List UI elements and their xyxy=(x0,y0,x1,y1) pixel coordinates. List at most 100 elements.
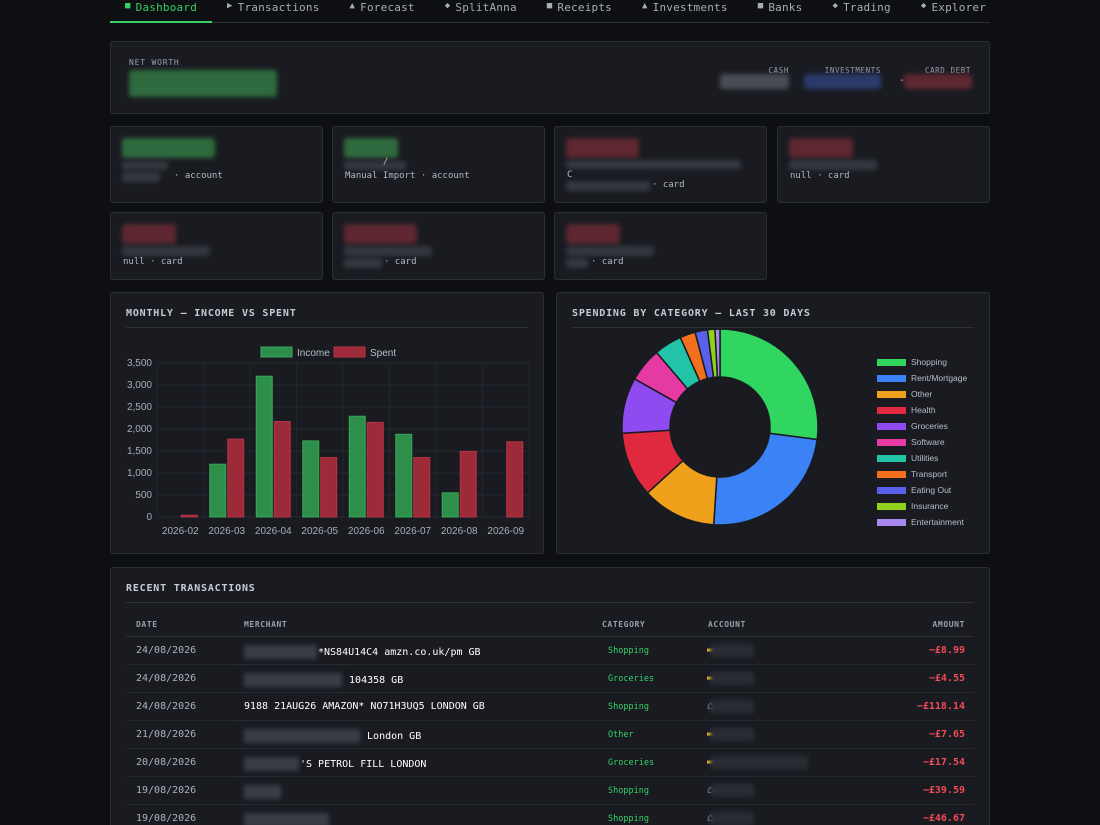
tab-trading[interactable]: ◆ Trading xyxy=(817,0,905,23)
bar-income[interactable] xyxy=(395,433,413,518)
legend-swatch xyxy=(877,502,906,510)
table-row[interactable]: 21/08/2026 London GB Other ▬ −£7.65 xyxy=(126,721,974,749)
tx-account: ⌂ xyxy=(707,811,754,825)
legend-item[interactable]: Entertainment xyxy=(877,514,967,530)
legend-label: Rent/Mortgage xyxy=(911,373,968,383)
bar-income[interactable] xyxy=(441,492,459,518)
bar-income[interactable] xyxy=(302,440,320,518)
slice-rent-mortgage[interactable] xyxy=(712,432,819,526)
bar-spent[interactable] xyxy=(366,421,384,518)
diamond-icon: ◆ xyxy=(832,1,839,11)
bar-spent[interactable] xyxy=(459,450,477,518)
investments-label: INVESTMENTS xyxy=(824,66,881,75)
col-account[interactable]: ACCOUNT xyxy=(708,620,746,629)
tx-merchant: 'S PETROL FILL LONDON xyxy=(244,757,426,771)
tx-category: Shopping xyxy=(608,646,649,656)
slice-shopping[interactable] xyxy=(719,328,819,441)
legend-label[interactable]: Income xyxy=(297,348,330,359)
bar-spent[interactable] xyxy=(180,514,198,518)
tab-banks[interactable]: ■ Banks xyxy=(743,0,818,23)
legend-item[interactable]: Rent/Mortgage xyxy=(877,370,967,386)
account-balance-redacted xyxy=(566,138,639,158)
col-date[interactable]: DATE xyxy=(136,620,158,629)
legend-item[interactable]: Utilities xyxy=(877,450,967,466)
col-merchant[interactable]: MERCHANT xyxy=(244,620,288,629)
x-tick-label: 2026-06 xyxy=(348,526,385,537)
account-card[interactable]: / Manual Import · account xyxy=(332,126,545,203)
bar-spent[interactable] xyxy=(506,441,524,518)
legend-item[interactable]: Eating Out xyxy=(877,482,967,498)
account-card[interactable]: null · card xyxy=(110,212,323,280)
tx-date: 21/08/2026 xyxy=(136,729,197,740)
tab-label: Trading xyxy=(843,1,891,14)
x-tick-label: 2026-07 xyxy=(394,526,431,537)
legend-item[interactable]: Health xyxy=(877,402,967,418)
table-row[interactable]: 24/08/2026 9188 21AUG26 AMAZON* NO71H3UQ… xyxy=(126,693,974,721)
tx-merchant xyxy=(244,813,330,825)
legend-item[interactable]: Transport xyxy=(877,466,967,482)
merchant-redacted xyxy=(244,645,317,659)
legend-item[interactable]: Groceries xyxy=(877,418,967,434)
legend-label: Software xyxy=(911,437,945,447)
account-type: null · card xyxy=(123,257,183,267)
bar-income[interactable] xyxy=(348,415,366,518)
tab-forecast[interactable]: ▲ Forecast xyxy=(335,0,430,23)
legend-swatch xyxy=(877,454,906,462)
legend-swatch xyxy=(877,486,906,494)
account-card[interactable]: null · card xyxy=(777,126,990,203)
tx-date: 19/08/2026 xyxy=(136,813,197,824)
tx-amount: −£46.67 xyxy=(922,813,965,824)
account-card[interactable]: C · card xyxy=(554,126,767,203)
legend-label: Eating Out xyxy=(911,485,952,495)
legend-item[interactable]: Insurance xyxy=(877,498,967,514)
x-tick-label: 2026-03 xyxy=(208,526,245,537)
legend-item[interactable]: Other xyxy=(877,386,967,402)
account-name-redacted xyxy=(344,246,432,256)
bar-spent[interactable] xyxy=(227,438,245,518)
bar-income[interactable] xyxy=(209,463,227,518)
table-row[interactable]: 24/08/2026 *NS84U14C4 amzn.co.uk/pm GB S… xyxy=(126,637,974,665)
y-tick-label: 1,000 xyxy=(127,468,152,479)
account-id-redacted xyxy=(344,258,382,268)
tab-dashboard[interactable]: ■ Dashboard xyxy=(110,0,213,23)
table-row[interactable]: 19/08/2026 Shopping ⌂ −£39.59 xyxy=(126,777,974,805)
bar-spent[interactable] xyxy=(413,457,431,518)
account-card[interactable]: · card xyxy=(332,212,545,280)
tab-label: Banks xyxy=(768,1,803,14)
tx-amount: −£118.14 xyxy=(916,701,965,712)
net-worth-label: NET WORTH xyxy=(129,58,180,67)
account-type: · card xyxy=(591,257,624,267)
account-redacted xyxy=(710,811,754,825)
bar-spent[interactable] xyxy=(273,421,291,518)
legend-item[interactable]: Software xyxy=(877,434,967,450)
col-amount[interactable]: AMOUNT xyxy=(932,620,965,629)
table-row[interactable]: 24/08/2026 104358 GB Groceries ▬ −£4.55 xyxy=(126,665,974,693)
card-debt-sign: - xyxy=(899,75,906,86)
slice-entertainment[interactable] xyxy=(714,328,721,378)
account-type: · card xyxy=(652,180,685,190)
bar-spent[interactable] xyxy=(320,457,338,518)
legend-swatch xyxy=(877,518,906,526)
tab-explorer[interactable]: ◆ Explorer xyxy=(906,0,1001,23)
account-card[interactable]: · card xyxy=(554,212,767,280)
table-row[interactable]: 20/08/2026 'S PETROL FILL LONDON Groceri… xyxy=(126,749,974,777)
table-row[interactable]: 19/08/2026 Shopping ⌂ −£46.67 xyxy=(126,805,974,825)
y-tick-label: 2,500 xyxy=(127,402,152,413)
account-balance-redacted xyxy=(344,224,417,244)
bar-income[interactable] xyxy=(255,375,273,518)
legend-item[interactable]: Shopping xyxy=(877,354,967,370)
account-card[interactable]: · account xyxy=(110,126,323,203)
tx-category: Groceries xyxy=(608,758,655,768)
tx-category: Shopping xyxy=(608,786,649,796)
tab-transactions[interactable]: ▶ Transactions xyxy=(212,0,335,23)
legend-label[interactable]: Spent xyxy=(370,348,396,359)
tx-account: ▬ xyxy=(707,643,754,657)
y-tick-label: 1,500 xyxy=(127,446,152,457)
tab-investments[interactable]: ▲ Investments xyxy=(627,0,743,23)
category-legend: Shopping Rent/Mortgage Other Health Grocerie… xyxy=(877,354,967,530)
tab-receipts[interactable]: ■ Receipts xyxy=(532,0,627,23)
diamond-icon: ◆ xyxy=(444,1,451,11)
tab-label: Explorer xyxy=(931,1,987,14)
col-category[interactable]: CATEGORY xyxy=(602,620,646,629)
tab-splitanna[interactable]: ◆ SplitAnna xyxy=(430,0,532,23)
